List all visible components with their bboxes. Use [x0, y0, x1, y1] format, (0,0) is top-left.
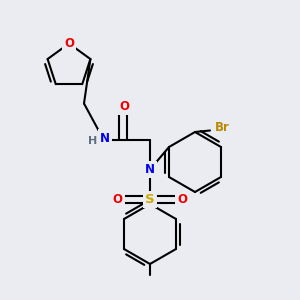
- Text: N: N: [100, 131, 110, 145]
- Text: N: N: [145, 163, 155, 176]
- Text: O: O: [119, 100, 130, 113]
- Text: O: O: [112, 193, 123, 206]
- Text: S: S: [145, 193, 155, 206]
- Text: H: H: [88, 136, 98, 146]
- Text: O: O: [64, 37, 74, 50]
- Text: Br: Br: [214, 121, 230, 134]
- Text: O: O: [177, 193, 188, 206]
